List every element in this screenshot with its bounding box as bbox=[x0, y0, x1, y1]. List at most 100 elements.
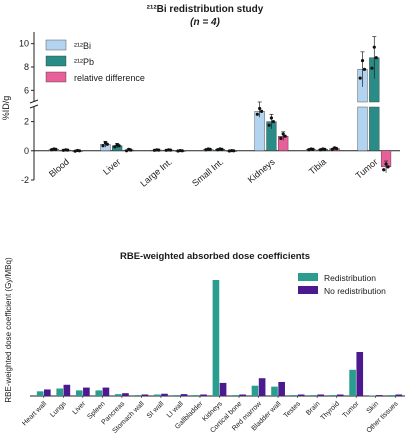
chart1-data-point bbox=[382, 168, 386, 172]
chart1-y-axis-label: %ID/g bbox=[1, 96, 11, 121]
chart2-bar bbox=[114, 394, 122, 396]
chart2-bar bbox=[122, 393, 129, 396]
chart2-bar bbox=[395, 394, 403, 396]
chart1-x-tick-label: Tibia bbox=[307, 157, 328, 177]
chart1-data-point bbox=[103, 141, 107, 145]
chart1-legend-label: ²¹²Pb bbox=[74, 57, 94, 67]
chart2-bar bbox=[36, 391, 44, 396]
chart2-bar bbox=[317, 394, 325, 396]
chart2-legend-label: No redistribution bbox=[324, 286, 386, 296]
chart2-x-tick-label: Skin bbox=[366, 400, 381, 415]
chart1-data-point bbox=[374, 56, 378, 60]
chart2-bar bbox=[44, 389, 51, 396]
chart1-data-point bbox=[52, 147, 56, 151]
chart2-bar bbox=[251, 385, 259, 396]
chart2-bar bbox=[329, 395, 337, 396]
chart1-data-point bbox=[178, 148, 182, 153]
chart1-x-tick-label: Small Int. bbox=[190, 157, 225, 189]
chart2-bar bbox=[200, 394, 207, 396]
chart1-subtitle: (n = 4) bbox=[190, 17, 220, 28]
chart1-data-point bbox=[283, 134, 287, 138]
chart2-legend-label: Redistribution bbox=[324, 273, 376, 283]
chart1-x-tick-label: Large Int. bbox=[138, 157, 174, 189]
chart2-x-tick-label: Liver bbox=[72, 400, 88, 416]
chart1-bar bbox=[357, 106, 368, 151]
chart1-data-point bbox=[218, 147, 222, 151]
chart2-bar bbox=[310, 395, 317, 396]
chart1-data-point bbox=[230, 148, 234, 153]
chart2-bar bbox=[290, 395, 298, 396]
chart1-legend: ²¹²Bi ²¹²Pb relative difference bbox=[45, 39, 145, 83]
chart2-bar bbox=[193, 395, 200, 396]
chart1-y-tick-label: 2 bbox=[24, 117, 29, 127]
chart1-legend-swatch bbox=[45, 55, 67, 67]
chart2-bar bbox=[141, 394, 149, 396]
chart1-x-tick-label: Tumor bbox=[353, 157, 379, 181]
chart2-bar bbox=[180, 394, 188, 396]
chart1-legend-swatch bbox=[45, 39, 67, 51]
chart1-data-point bbox=[271, 120, 275, 124]
chart2-bar bbox=[368, 395, 376, 396]
chart2-bar bbox=[102, 387, 110, 396]
chart2-legend-swatch bbox=[298, 273, 318, 281]
chart1-data-point bbox=[166, 148, 171, 152]
chart1-bar bbox=[369, 106, 380, 151]
chart2-bar bbox=[297, 394, 305, 396]
chart1-data-point bbox=[333, 146, 337, 150]
chart1-data-point bbox=[279, 136, 283, 140]
chart2-x-tick-label: Brain bbox=[305, 400, 322, 417]
chart1-y-tick-label: -2 bbox=[21, 175, 29, 185]
chart2-bar bbox=[63, 384, 71, 396]
chart1-x-tick-label: Liver bbox=[101, 157, 122, 177]
chart1-axis-break-mark bbox=[29, 104, 39, 109]
chart1-data-point bbox=[127, 147, 131, 151]
chart2-plot-area: Heart wall Lungs Liver SpleenPancreasStomac… bbox=[21, 279, 405, 435]
chart2-x-tick-label: Thyroid bbox=[320, 400, 342, 422]
chart2-bar bbox=[173, 395, 181, 396]
chart1-data-point bbox=[260, 109, 264, 113]
chart1-axis-break-mark bbox=[29, 99, 39, 104]
chart1-data-point bbox=[64, 148, 68, 152]
chart1-x-tick-label: Blood bbox=[47, 157, 71, 179]
chart1-data-point bbox=[206, 147, 210, 151]
chart2-bar bbox=[349, 369, 356, 396]
chart1-data-point bbox=[372, 45, 376, 49]
chart2-bar bbox=[271, 386, 278, 396]
chart2-bar bbox=[388, 395, 395, 396]
chart1-data-point bbox=[358, 76, 362, 80]
chart2-bar bbox=[134, 395, 142, 396]
chart2-bar bbox=[161, 393, 168, 396]
chart2-bar bbox=[239, 394, 246, 396]
chart2-bar bbox=[219, 382, 227, 396]
dose-coefficient-chart: RBE-weighted absorbed dose coefficients … bbox=[4, 251, 405, 435]
chart2-bar bbox=[75, 390, 83, 396]
chart1-legend-label: ²¹²Bi bbox=[74, 41, 91, 51]
chart2-x-tick-label: SI wall bbox=[146, 400, 166, 420]
chart2-legend-swatch bbox=[298, 286, 318, 294]
chart1-data-point bbox=[309, 147, 313, 151]
chart1-data-point bbox=[124, 149, 129, 153]
chart1-data-point bbox=[362, 67, 367, 71]
chart2-bar bbox=[375, 395, 383, 396]
chart1-data-point bbox=[155, 148, 159, 152]
chart2-bar bbox=[83, 387, 90, 396]
chart2-bar bbox=[258, 378, 266, 396]
chart1-data-point bbox=[281, 132, 285, 136]
chart1-data-point bbox=[101, 144, 105, 148]
chart1-data-point bbox=[321, 147, 325, 151]
chart1-data-point bbox=[360, 58, 365, 63]
chart2-x-tick-label: Heart wall bbox=[21, 400, 48, 427]
chart2-bar bbox=[212, 279, 220, 396]
chart2-bar bbox=[56, 388, 64, 396]
chart2-bar bbox=[336, 394, 344, 396]
chart2-title: RBE-weighted absorbed dose coefficients bbox=[120, 251, 310, 262]
biodistribution-chart: ²¹²Bi redistribution study (n = 4) %ID/g… bbox=[1, 4, 400, 189]
chart2-x-tick-label: Lungs bbox=[49, 400, 68, 419]
chart1-title: ²¹²Bi redistribution study bbox=[147, 4, 264, 15]
chart1-data-point bbox=[370, 66, 374, 70]
chart1-x-tick-label: Kidneys bbox=[246, 156, 277, 185]
chart1-y-tick-label: 0 bbox=[24, 146, 29, 156]
chart2-bar bbox=[154, 394, 161, 396]
chart1-y-tick-label: 6 bbox=[24, 85, 29, 95]
chart2-bar bbox=[356, 352, 364, 396]
